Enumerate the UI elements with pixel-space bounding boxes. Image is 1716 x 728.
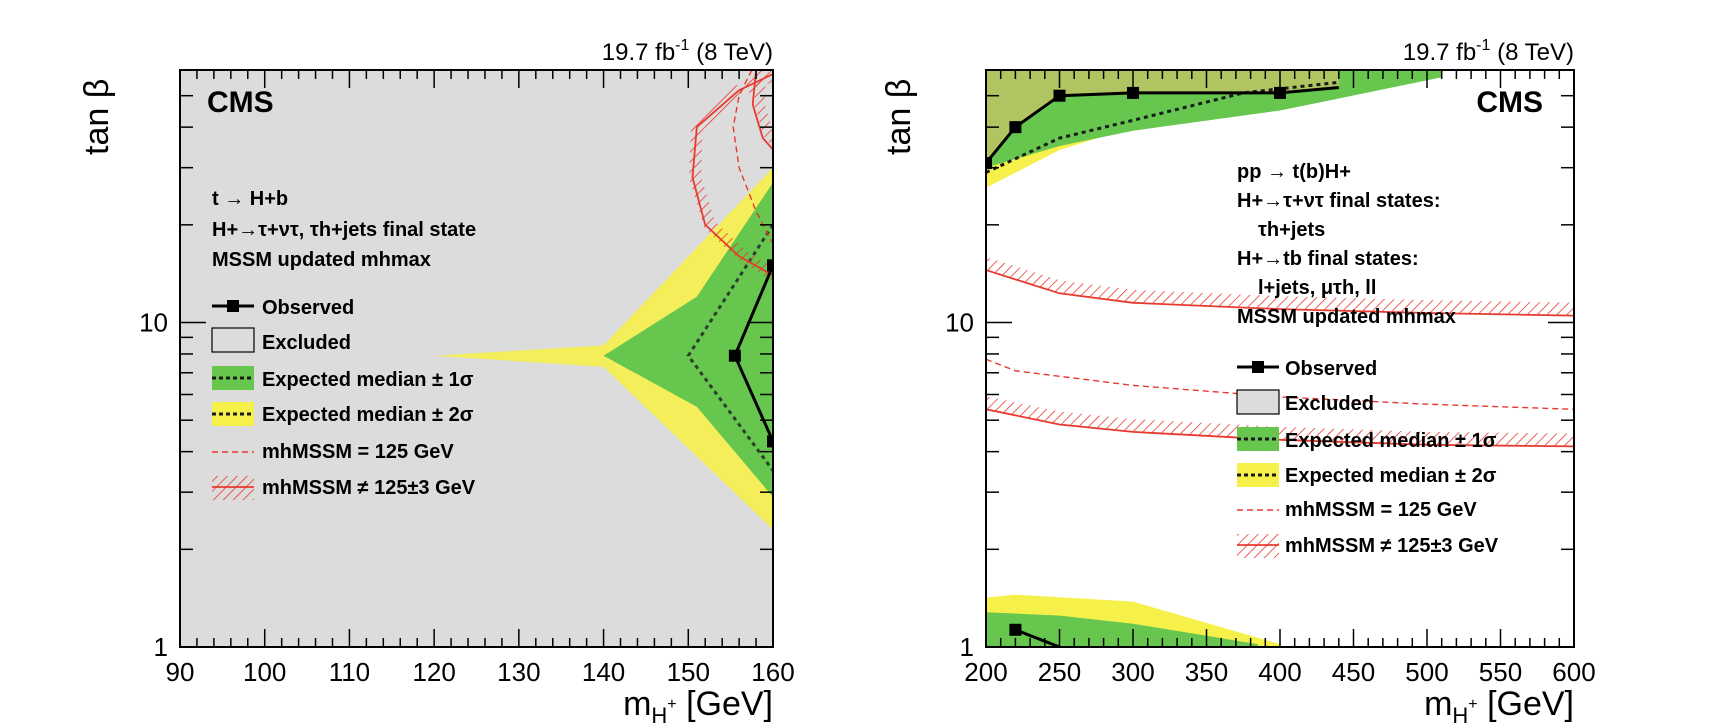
right-plot-bg xyxy=(986,70,1574,647)
left-ann-line-2: H+→τ+ντ, τh+jets final state xyxy=(212,219,476,241)
left-axis-ticks xyxy=(179,69,774,648)
left-legend: Observed Excluded Expected median ± 1σ E… xyxy=(211,297,476,500)
left-ann-line-1: t → H+b xyxy=(212,188,288,210)
right-legend: Observed Excluded Expected median ± 1σ E… xyxy=(1236,358,1499,558)
right-bottom-observed xyxy=(1014,628,1061,647)
left-observed-markers xyxy=(728,259,773,448)
left-observed-marker-1 xyxy=(767,259,773,272)
left-observed-marker-2 xyxy=(767,435,773,448)
left-xtick-1: 100 xyxy=(243,657,286,687)
right-ylabel: tan β xyxy=(880,79,918,155)
right-annotation: pp → t(b)H+ H+→τ+ντ final states: τh+jet… xyxy=(1237,161,1456,328)
left-red-solid-1 xyxy=(691,73,773,277)
left-xtick-5: 140 xyxy=(582,657,625,687)
right-top-observed-marker-4 xyxy=(1274,86,1286,99)
left-ytick-0: 1 xyxy=(154,632,168,662)
right-xtick-8: 600 xyxy=(1552,657,1595,687)
left-ylabel: tan β xyxy=(78,79,116,155)
right-legend-mh-ne: mhMSSM ≠ 125±3 GeV xyxy=(1285,535,1499,557)
left-red-hatch-2 xyxy=(754,70,773,148)
right-xtick-2: 300 xyxy=(1111,657,1154,687)
right-xtick-5: 450 xyxy=(1332,657,1375,687)
right-tick-labels: 200 250 300 350 400 450 500 550 600 1 10 xyxy=(945,308,1596,687)
left-band-2sigma xyxy=(434,167,773,530)
left-band-1sigma xyxy=(603,182,773,497)
left-xtick-2: 110 xyxy=(329,657,370,687)
right-ytick-0: 1 xyxy=(960,632,974,662)
left-legend-mh-ne: mhMSSM ≠ 125±3 GeV xyxy=(262,477,476,499)
left-ann-line-3: MSSM updated mhmax xyxy=(212,249,431,271)
right-cms-label: CMS xyxy=(1476,86,1543,119)
right-ytick-1: 10 xyxy=(945,308,974,338)
left-legend-excluded: Excluded xyxy=(262,332,351,354)
right-axis-ticks xyxy=(985,69,1575,648)
left-expected-median xyxy=(686,223,773,472)
right-ann-line-5: l+jets, μτh, ll xyxy=(1258,277,1376,299)
right-ann-line-2: H+→τ+ντ final states: xyxy=(1237,190,1440,212)
left-xtick-4: 130 xyxy=(497,657,540,687)
right-ann-line-3: τh+jets xyxy=(1258,219,1325,241)
left-observed-marker-0 xyxy=(728,349,741,362)
left-legend-1sigma: Expected median ± 1σ xyxy=(262,369,474,391)
svg-text:MSSM updated mhmax: MSSM updated mhmax xyxy=(212,249,431,271)
right-top-observed-marker-1 xyxy=(1009,121,1022,134)
right-ann-line-6: MSSM updated mhmax xyxy=(1237,306,1456,328)
right-bottom-observed-marker-0 xyxy=(1009,623,1022,636)
right-xtick-0: 200 xyxy=(964,657,1007,687)
left-red-dashed xyxy=(732,70,773,244)
right-top-observed-marker-2 xyxy=(1053,89,1066,102)
left-legend-mh125: mhMSSM = 125 GeV xyxy=(262,441,454,463)
right-top-observed-marker-3 xyxy=(1127,86,1139,99)
right-legend-2sigma: Expected median ± 2σ xyxy=(1285,465,1497,487)
right-xtick-3: 350 xyxy=(1185,657,1228,687)
svg-text:t → H+b: t → H+b xyxy=(212,188,288,210)
right-legend-excluded: Excluded xyxy=(1285,393,1374,415)
right-ann-line-4: H+→tb final states: xyxy=(1237,248,1419,270)
right-ann-line-1: pp → t(b)H+ xyxy=(1237,161,1351,183)
right-bottom-band-1sigma xyxy=(986,612,1258,647)
left-xtick-3: 120 xyxy=(412,657,455,687)
left-xtick-6: 150 xyxy=(667,657,710,687)
right-top-excluded xyxy=(986,70,1339,164)
right-lumi-label: 19.7 fb-1 (8 TeV) xyxy=(1403,37,1574,66)
right-red-solid-lower xyxy=(986,408,1574,448)
right-xtick-4: 400 xyxy=(1258,657,1301,687)
right-top-observed-marker-0 xyxy=(986,157,992,170)
right-xtick-1: 250 xyxy=(1038,657,1081,687)
left-red-solid-2 xyxy=(751,70,773,151)
right-red-solid-upper xyxy=(986,269,1574,317)
right-panel: 200 250 300 350 400 450 500 550 600 1 10 19.7 fb-1… xyxy=(880,37,1596,728)
left-lumi-label: 19.7 fb-1 (8 TeV) xyxy=(602,37,773,66)
left-xtick-0: 90 xyxy=(166,657,195,687)
right-xlabel: mH+ [GeV] xyxy=(1424,685,1574,728)
svg-text:H+→τ+ντ, τh+jets final state: H+→τ+ντ, τh+jets final state xyxy=(212,219,476,241)
left-frame xyxy=(179,69,774,648)
right-xtick-6: 500 xyxy=(1405,657,1448,687)
right-xtick-7: 550 xyxy=(1479,657,1522,687)
left-xlabel: mH+ [GeV] xyxy=(623,685,773,728)
right-red-hatch-upper xyxy=(986,257,1574,315)
left-xtick-7: 160 xyxy=(751,657,794,687)
right-top-observed-markers xyxy=(986,86,1286,170)
right-red-hatch-lower xyxy=(986,396,1574,446)
right-legend-mh125: mhMSSM = 125 GeV xyxy=(1285,499,1477,521)
right-legend-observed: Observed xyxy=(1285,358,1377,380)
left-annotation: t → H+b H+→τ+ντ, τh+jets final state MSS… xyxy=(212,188,476,271)
right-bottom-observed-markers xyxy=(1009,623,1022,636)
right-red-dashed xyxy=(986,358,1574,410)
right-legend-1sigma: Expected median ± 1σ xyxy=(1285,430,1497,452)
left-cms-label: CMS xyxy=(207,86,274,119)
left-legend-observed: Observed xyxy=(262,297,354,319)
left-legend-2sigma: Expected median ± 2σ xyxy=(262,404,474,426)
left-ytick-1: 10 xyxy=(139,308,168,338)
